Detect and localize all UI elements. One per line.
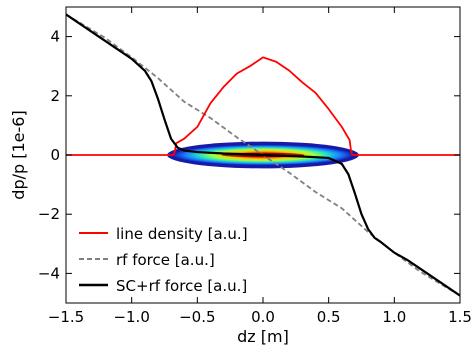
legend-label-sc-rf-force: SC+rf force [a.u.]	[116, 277, 247, 295]
x-tick-label: 0.0	[251, 308, 275, 326]
x-tick-label: −1.5	[48, 308, 84, 326]
x-tick-label: 0.5	[317, 308, 341, 326]
series-line-0	[66, 56, 460, 156]
x-tick-label: −0.5	[179, 308, 215, 326]
axis-ticks: −1.5 −1.0 −0.5 0.0 0.5 1.0 1.5 −4 −2 0 2 4	[38, 7, 472, 326]
y-axis-title: dp/p [1e-6]	[9, 110, 28, 199]
x-tick-label: 1.5	[448, 308, 472, 326]
y-tick-label: 0	[50, 146, 60, 164]
y-tick-label: −2	[38, 205, 60, 223]
y-tick-label: 2	[50, 87, 60, 105]
series-layer	[66, 13, 460, 297]
legend-label-line-density: line density [a.u.]	[116, 225, 248, 243]
legend: line density [a.u.] rf force [a.u.] SC+r…	[79, 225, 248, 295]
plot-area	[66, 13, 460, 297]
x-tick-label: −1.0	[113, 308, 149, 326]
legend-label-rf-force: rf force [a.u.]	[116, 251, 215, 269]
x-axis-title: dz [m]	[237, 327, 289, 346]
x-tick-label: 1.0	[382, 308, 406, 326]
y-tick-label: 4	[50, 28, 60, 46]
y-tick-label: −4	[38, 264, 60, 282]
series-line-2	[66, 13, 460, 297]
